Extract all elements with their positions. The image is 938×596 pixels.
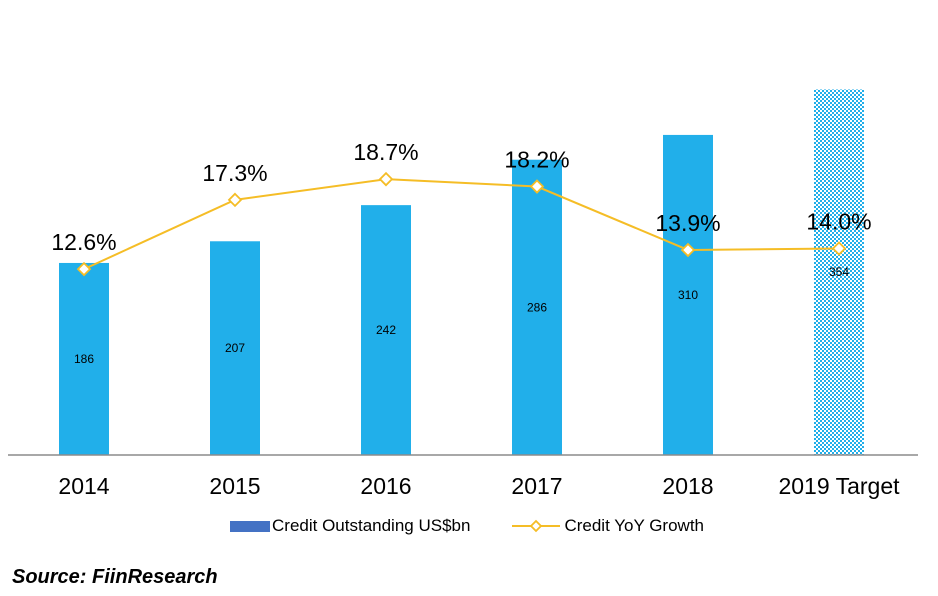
legend-swatch-bar bbox=[230, 520, 270, 532]
growth-value-label: 13.9% bbox=[655, 210, 720, 236]
bar-value-label: 286 bbox=[527, 300, 547, 314]
bar-2014 bbox=[59, 262, 109, 455]
growth-value-label: 18.7% bbox=[353, 139, 418, 165]
category-label: 2016 bbox=[360, 473, 411, 499]
category-label: 2014 bbox=[58, 473, 109, 499]
growth-value-label: 14.0% bbox=[806, 209, 871, 235]
line-series: 12.6% 17.3% 18.7% 18.2% 13.9% 14.0% bbox=[51, 139, 872, 277]
legend-label-bar: Credit Outstanding US$bn bbox=[272, 516, 471, 535]
bar-2019-target bbox=[814, 89, 864, 456]
legend: Credit Outstanding US$bn Credit YoY Grow… bbox=[230, 516, 746, 536]
bar-value-label: 354 bbox=[829, 265, 849, 279]
bar-value-label: 207 bbox=[225, 341, 245, 355]
bar-2017 bbox=[512, 159, 562, 455]
bar-2016 bbox=[361, 205, 411, 455]
bar-2018 bbox=[663, 134, 713, 456]
growth-line bbox=[83, 178, 840, 271]
growth-point bbox=[529, 179, 545, 194]
growth-point bbox=[831, 241, 847, 256]
bar-value-label: 186 bbox=[74, 352, 94, 366]
growth-value-label: 12.6% bbox=[51, 229, 116, 255]
legend-item-bar: Credit Outstanding US$bn bbox=[230, 516, 470, 536]
legend-label-line: Credit YoY Growth bbox=[564, 516, 704, 535]
growth-point bbox=[76, 261, 92, 277]
growth-point bbox=[680, 242, 696, 258]
legend-item-line: Credit YoY Growth bbox=[512, 516, 704, 536]
category-label: 2015 bbox=[209, 473, 260, 499]
source-note: Source: FiinResearch bbox=[12, 566, 218, 588]
bar-value-label: 242 bbox=[376, 323, 396, 337]
growth-value-label: 17.3% bbox=[202, 160, 267, 186]
bar-2015 bbox=[210, 241, 260, 455]
legend-swatch-line bbox=[512, 519, 561, 533]
bar-series: 186 207 242 286 310 354 bbox=[59, 89, 864, 456]
category-label: 2018 bbox=[662, 473, 713, 499]
growth-point bbox=[378, 171, 394, 187]
category-label: 2019 Target bbox=[778, 473, 900, 499]
bar-value-label: 310 bbox=[678, 288, 698, 302]
category-label: 2017 bbox=[511, 473, 562, 499]
growth-point bbox=[227, 192, 243, 208]
growth-value-label: 18.2% bbox=[504, 147, 569, 173]
category-labels: 2014 2015 2016 2017 2018 2019 Target bbox=[58, 473, 900, 499]
